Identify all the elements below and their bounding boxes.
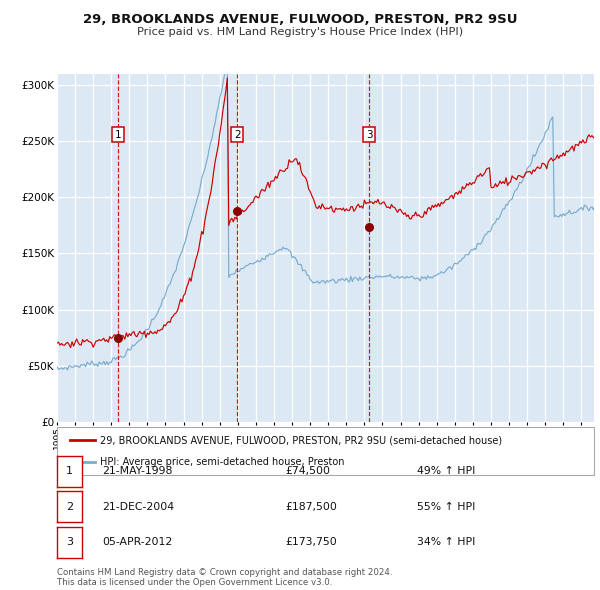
Text: £173,750: £173,750: [285, 537, 337, 547]
Text: £74,500: £74,500: [285, 467, 330, 476]
Text: 05-APR-2012: 05-APR-2012: [102, 537, 172, 547]
Text: 34% ↑ HPI: 34% ↑ HPI: [417, 537, 475, 547]
Text: 3: 3: [66, 537, 73, 547]
Text: 2: 2: [66, 502, 73, 512]
Text: 29, BROOKLANDS AVENUE, FULWOOD, PRESTON, PR2 9SU: 29, BROOKLANDS AVENUE, FULWOOD, PRESTON,…: [83, 13, 517, 26]
Text: HPI: Average price, semi-detached house, Preston: HPI: Average price, semi-detached house,…: [100, 457, 344, 467]
FancyBboxPatch shape: [57, 427, 594, 475]
Text: 21-MAY-1998: 21-MAY-1998: [102, 467, 172, 476]
Text: Contains HM Land Registry data © Crown copyright and database right 2024.
This d: Contains HM Land Registry data © Crown c…: [57, 568, 392, 587]
Text: 49% ↑ HPI: 49% ↑ HPI: [417, 467, 475, 476]
Text: Price paid vs. HM Land Registry's House Price Index (HPI): Price paid vs. HM Land Registry's House …: [137, 27, 463, 37]
Text: 55% ↑ HPI: 55% ↑ HPI: [417, 502, 475, 512]
Text: 29, BROOKLANDS AVENUE, FULWOOD, PRESTON, PR2 9SU (semi-detached house): 29, BROOKLANDS AVENUE, FULWOOD, PRESTON,…: [100, 435, 502, 445]
Text: 2: 2: [234, 130, 241, 140]
Text: 1: 1: [66, 467, 73, 476]
Text: 3: 3: [366, 130, 373, 140]
Text: 1: 1: [115, 130, 121, 140]
Text: 21-DEC-2004: 21-DEC-2004: [102, 502, 174, 512]
Text: £187,500: £187,500: [285, 502, 337, 512]
